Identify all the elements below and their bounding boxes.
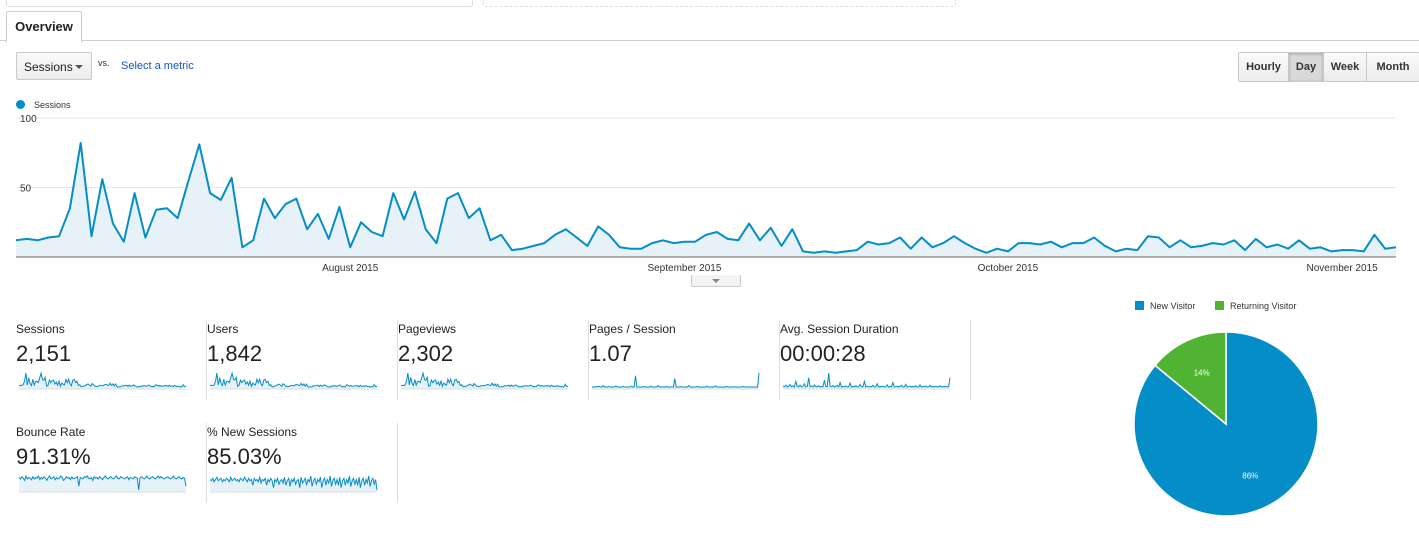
scorecard-label: Pageviews bbox=[398, 322, 457, 336]
pie-slice-label: 86% bbox=[1242, 472, 1258, 481]
pie-legend-returning-visitor: Returning Visitor bbox=[1215, 301, 1296, 311]
scorecard-sessions[interactable]: Sessions 2,151 bbox=[16, 320, 207, 400]
sessions-line-chart[interactable]: 100 50 August 2015 September 2015 October 20… bbox=[0, 112, 1419, 277]
scorecard-users[interactable]: Users 1,842 bbox=[207, 320, 398, 400]
sparkline-line bbox=[209, 371, 378, 388]
select-metric-link[interactable]: Select a metric bbox=[121, 60, 194, 72]
scorecard-bounce-rate[interactable]: Bounce Rate 91.31% bbox=[16, 423, 207, 503]
scorecard-label: Pages / Session bbox=[589, 322, 676, 336]
scorecard-pageviews[interactable]: Pageviews 2,302 bbox=[398, 320, 589, 400]
scorecard-divider bbox=[397, 320, 398, 400]
sparkline bbox=[18, 474, 187, 493]
scorecard-divider bbox=[779, 320, 780, 400]
new-visitor-swatch bbox=[1135, 301, 1144, 310]
sparkline-line bbox=[782, 372, 951, 388]
metric-select-value: Sessions bbox=[24, 60, 73, 74]
collapse-chart-handle[interactable] bbox=[691, 275, 741, 287]
scorecard-avg-session-duration[interactable]: Avg. Session Duration 00:00:28 bbox=[780, 320, 971, 400]
pie-slice-label: 14% bbox=[1194, 368, 1210, 377]
sparkline-area bbox=[210, 476, 377, 492]
vs-label: vs. bbox=[98, 58, 110, 68]
y-tick-label: 100 bbox=[20, 114, 37, 125]
scorecard-pages-session[interactable]: Pages / Session 1.07 bbox=[589, 320, 780, 400]
scorecard-value: 1.07 bbox=[589, 341, 632, 366]
scorecard-divider bbox=[206, 423, 207, 503]
y-tick-label: 50 bbox=[20, 184, 32, 195]
scorecard-label: Users bbox=[207, 322, 239, 336]
scorecard-label: Sessions bbox=[16, 322, 65, 336]
returning-visitor-swatch bbox=[1215, 301, 1224, 310]
sessions-line bbox=[15, 142, 1397, 254]
scorecard-label: Avg. Session Duration bbox=[780, 322, 899, 336]
scorecard-divider bbox=[206, 320, 207, 400]
chevron-down-icon bbox=[75, 65, 83, 69]
pie-slice-new-visitor[interactable] bbox=[1133, 331, 1319, 517]
sparkline-line bbox=[209, 475, 378, 491]
scorecard-label: % New Sessions bbox=[207, 425, 298, 439]
visitor-type-pie-chart[interactable]: 86% 14% bbox=[1132, 330, 1322, 520]
week-button[interactable]: Week bbox=[1324, 53, 1367, 81]
sessions-legend-label: Sessions bbox=[34, 100, 71, 110]
sparkline bbox=[18, 371, 187, 390]
x-tick-label: September 2015 bbox=[647, 263, 721, 274]
scorecard-value: 2,151 bbox=[16, 341, 72, 366]
scorecard-divider bbox=[970, 320, 971, 400]
sparkline-area bbox=[19, 476, 186, 492]
sparkline bbox=[209, 371, 378, 390]
tab-overview[interactable]: Overview bbox=[6, 11, 82, 43]
scorecard-value: 91.31% bbox=[16, 444, 91, 469]
sparkline bbox=[592, 372, 760, 390]
returning-visitor-legend-label: Returning Visitor bbox=[1230, 301, 1297, 311]
scorecard-value: 00:00:28 bbox=[780, 341, 866, 366]
x-tick-label: August 2015 bbox=[322, 263, 379, 274]
sparkline bbox=[782, 372, 951, 390]
x-tick-label: October 2015 bbox=[978, 263, 1039, 274]
scorecard-value: 2,302 bbox=[398, 341, 454, 366]
hourly-button[interactable]: Hourly bbox=[1239, 53, 1289, 81]
sparkline-area bbox=[783, 373, 950, 389]
sessions-area bbox=[16, 143, 1396, 257]
metric-select[interactable]: Sessions bbox=[16, 52, 92, 80]
sparkline-line bbox=[18, 474, 187, 491]
sparkline bbox=[400, 371, 569, 390]
day-button[interactable]: Day bbox=[1289, 53, 1324, 81]
month-button[interactable]: Month bbox=[1367, 53, 1419, 81]
time-granularity-group: Hourly Day Week Month bbox=[1238, 52, 1419, 82]
sessions-legend-dot bbox=[16, 100, 25, 109]
x-tick-label: November 2015 bbox=[1307, 263, 1379, 274]
pie-legend-new-visitor: New Visitor bbox=[1135, 301, 1195, 311]
tab-bar-line bbox=[0, 40, 1419, 41]
scorecard-divider bbox=[397, 423, 398, 503]
chevron-down-icon bbox=[712, 279, 720, 283]
top-input-box bbox=[6, 0, 473, 7]
scorecard-label: Bounce Rate bbox=[16, 425, 86, 439]
scorecard--new-sessions[interactable]: % New Sessions 85.03% bbox=[207, 423, 398, 503]
sparkline-line bbox=[592, 372, 760, 388]
pie-slice-returning-visitor[interactable] bbox=[1154, 331, 1227, 426]
sparkline bbox=[209, 475, 378, 493]
scorecard-value: 85.03% bbox=[207, 444, 282, 469]
new-visitor-legend-label: New Visitor bbox=[1150, 301, 1196, 311]
top-dashed-box bbox=[483, 0, 956, 7]
scorecard-divider bbox=[588, 320, 589, 400]
sparkline-line bbox=[400, 371, 569, 388]
scorecard-value: 1,842 bbox=[207, 341, 263, 366]
sparkline-line bbox=[18, 371, 187, 388]
